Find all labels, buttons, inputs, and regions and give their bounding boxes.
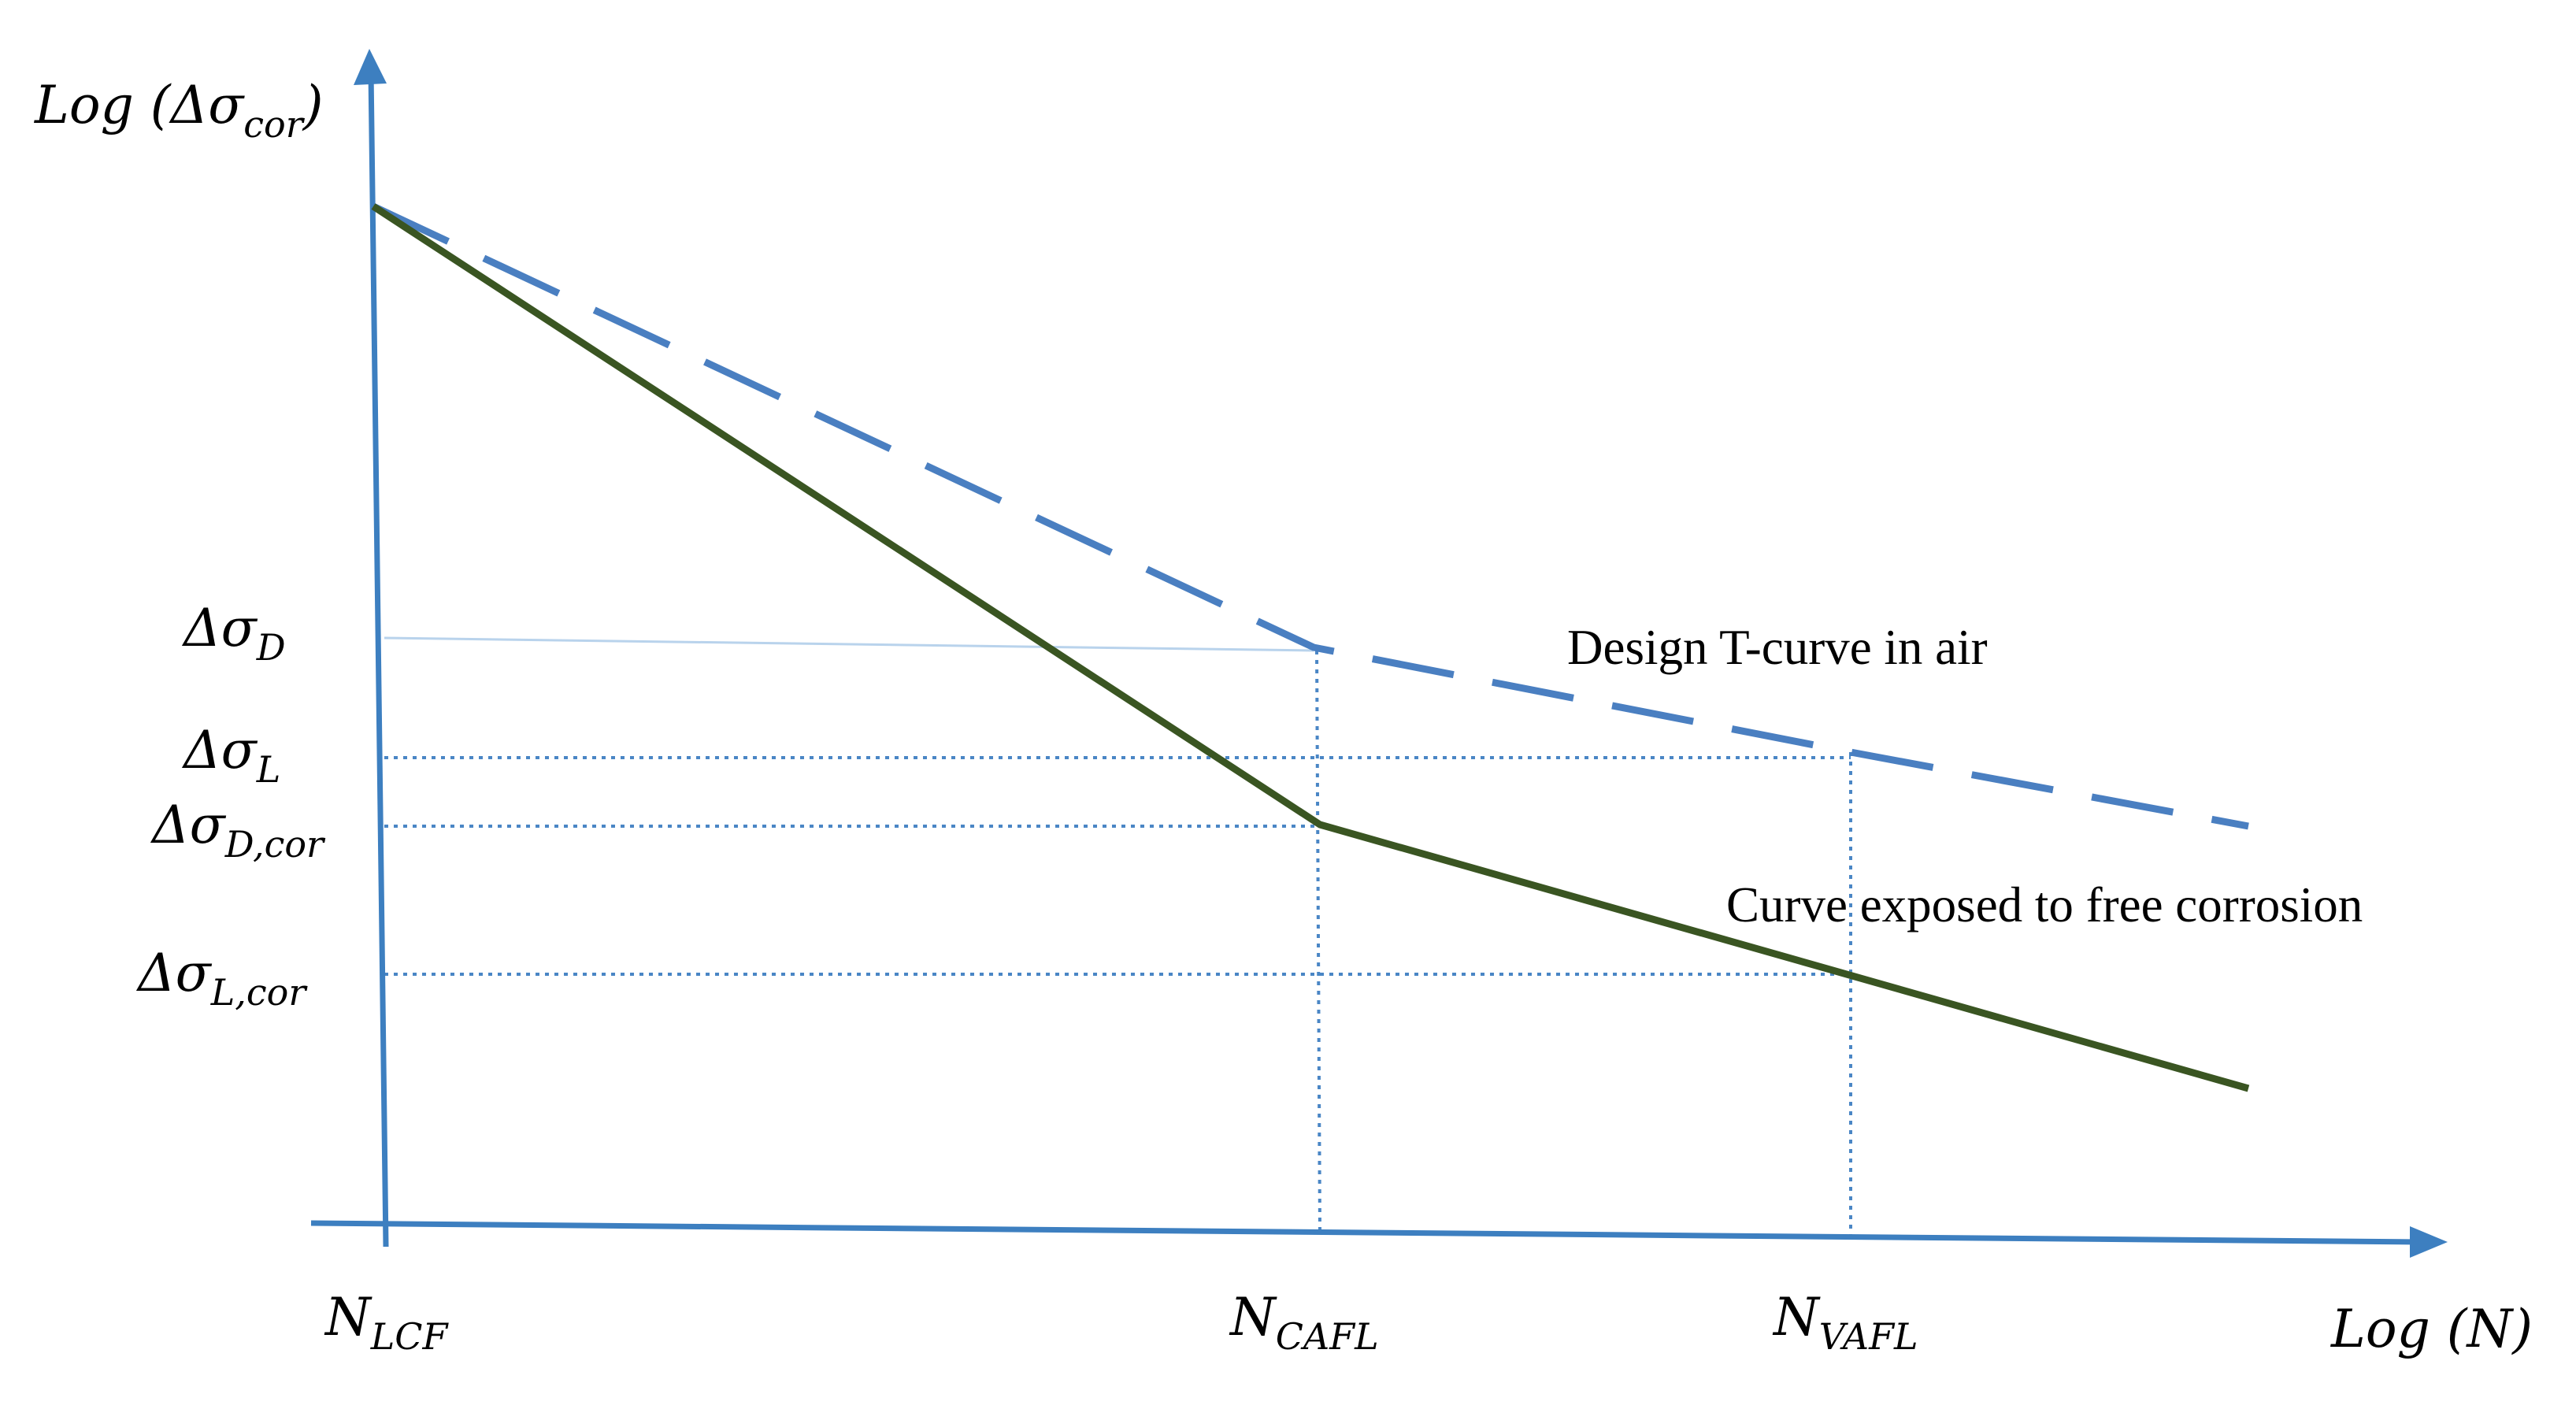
y-tick-delta-sigma-l: ΔσL xyxy=(181,720,280,791)
x-axis-arrowhead xyxy=(2410,1226,2448,1258)
x-tick-n-lcf: NLCF xyxy=(324,1287,449,1358)
guide-n-cafl xyxy=(1315,650,1321,1233)
x-tick-n-cafl: NCAFL xyxy=(1229,1287,1379,1358)
y-axis-label-close: ) xyxy=(302,75,324,135)
y-tick-delta-sigma-d-cor: ΔσD,cor xyxy=(150,795,326,866)
y-tick-delta-sigma-d: ΔσD xyxy=(181,598,286,669)
x-axis-label-text: Log (N) xyxy=(2330,1299,2533,1359)
x-tick-n-vafl: NVAFL xyxy=(1772,1287,1918,1358)
curve-label-corrosion: Curve exposed to free corrosion xyxy=(1726,877,2363,932)
y-axis-label-main: Log (Δσ xyxy=(34,75,245,135)
y-axis-label-sub: cor xyxy=(243,103,305,146)
y-axis-arrowhead xyxy=(354,49,387,85)
y-axis-label: Log (Δσcor) xyxy=(34,75,323,146)
guide-delta-sigma-d xyxy=(384,636,1314,652)
curve-label-design: Design T-curve in air xyxy=(1567,620,1988,675)
curve-free-corrosion xyxy=(371,203,2250,1092)
curve-design-t-air xyxy=(372,202,2249,830)
y-tick-delta-sigma-l-cor: ΔσL,cor xyxy=(135,943,308,1014)
y-axis xyxy=(368,70,389,1248)
x-axis xyxy=(310,1220,2420,1245)
